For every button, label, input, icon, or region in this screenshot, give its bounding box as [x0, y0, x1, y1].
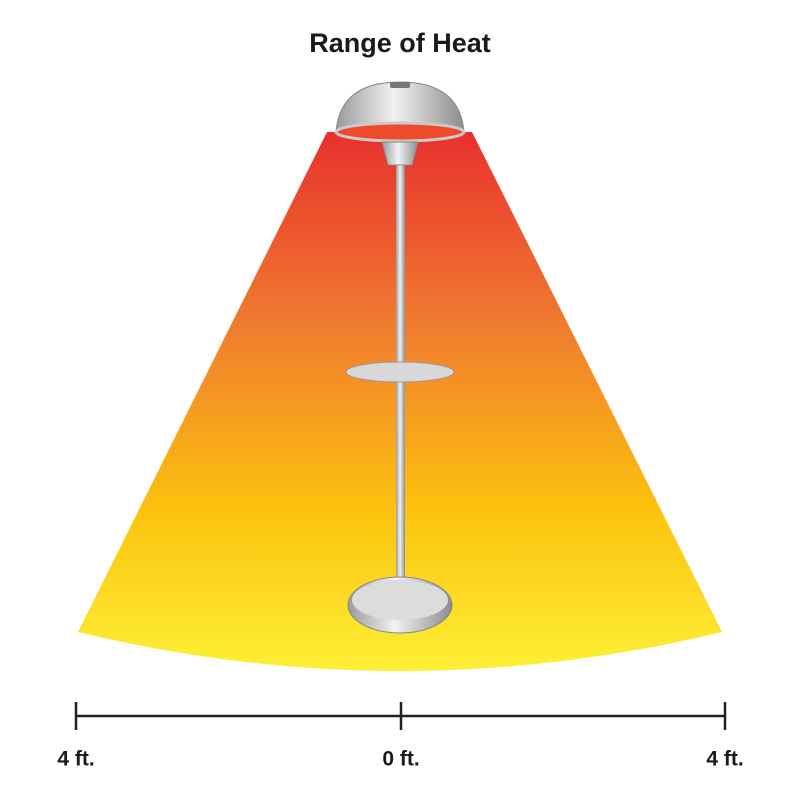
- heater: [334, 81, 466, 634]
- scale: [74, 702, 727, 730]
- title: Range of Heat: [309, 28, 491, 58]
- scale-label: 4 ft.: [706, 748, 743, 771]
- scale-label: 4 ft.: [57, 748, 94, 771]
- scale-label: 0 ft.: [382, 748, 419, 771]
